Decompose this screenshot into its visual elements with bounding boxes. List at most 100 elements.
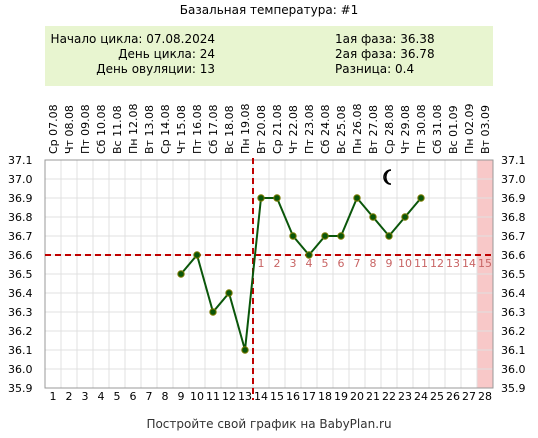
frame-layer xyxy=(44,159,494,389)
date-label: Чт 22.08 xyxy=(287,105,300,154)
x-tick-label: 25 xyxy=(430,390,444,403)
phase2-day-label: 13 xyxy=(446,257,460,270)
x-tick-label: 9 xyxy=(178,390,185,403)
temperature-point xyxy=(289,232,297,240)
y-axis-right: 35.9 36.0 36.1 36.2 36.3 36.4 36.5 36.6 36.7 36.8… xyxy=(501,154,526,395)
phase2-day-label: 11 xyxy=(414,257,428,270)
y-tick-label-left: 36.9 xyxy=(8,192,33,205)
date-label: Чт 29.08 xyxy=(399,105,412,154)
info-left-row: Начало цикла: 07.08.2024 xyxy=(50,32,215,46)
x-tick-label: 8 xyxy=(162,390,169,403)
date-label: Сб 24.08 xyxy=(319,105,332,154)
date-label: Вт 20.08 xyxy=(255,105,268,154)
phase2-labels: 1 2 3 4 5 6 7 8 9 10 11 12 13 14 15 xyxy=(258,257,493,270)
x-tick-label: 15 xyxy=(270,390,284,403)
y-tick-label-left: 36.1 xyxy=(8,344,33,357)
y-tick-label-left: 35.9 xyxy=(8,382,33,395)
y-tick-label-left: 36.4 xyxy=(8,287,33,300)
x-tick-label: 20 xyxy=(350,390,364,403)
phase2-day-label: 15 xyxy=(478,257,492,270)
date-label: Вс 01.09 xyxy=(447,105,460,154)
date-label: Пт 23.08 xyxy=(303,104,316,154)
x-tick-label: 27 xyxy=(462,390,476,403)
x-tick-label: 4 xyxy=(98,390,105,403)
temperature-point xyxy=(417,194,425,202)
y-tick-label-left: 36.8 xyxy=(8,211,33,224)
temperature-line xyxy=(180,196,422,351)
phase2-day-label: 2 xyxy=(274,257,281,270)
temperature-point xyxy=(257,194,265,202)
y-tick-label-right: 36.1 xyxy=(501,344,526,357)
date-label: Вт 03.09 xyxy=(479,105,492,154)
date-label: Вс 18.08 xyxy=(223,105,236,154)
phase2-day-label: 12 xyxy=(430,257,444,270)
y-tick-label-left: 36.2 xyxy=(8,325,33,338)
temperature-point xyxy=(193,251,201,259)
chart-title: Базальная температура: #1 xyxy=(179,3,359,17)
y-tick-label-right: 37.0 xyxy=(501,173,526,186)
x-tick-label: 13 xyxy=(238,390,252,403)
phase2-day-label: 9 xyxy=(386,257,393,270)
phase2-day-label: 14 xyxy=(462,257,476,270)
y-tick-label-left: 36.0 xyxy=(8,363,33,376)
x-tick-label: 14 xyxy=(254,390,268,403)
moon-icon xyxy=(383,169,392,185)
phase2-day-label: 10 xyxy=(398,257,412,270)
date-label: Чт 15.08 xyxy=(175,105,188,154)
cycle-info-panel: Начало цикла: 07.08.2024 День цикла: 24 Де… xyxy=(45,26,493,86)
y-tick-label-right: 36.6 xyxy=(501,249,526,262)
y-axis-left: 35.9 36.0 36.1 36.2 36.3 36.4 36.5 36.6 36.7 36.8… xyxy=(8,154,33,395)
date-axis: Ср 07.08 Чт 08.08 Пт 09.08 Сб 10.08 Вс 11.08… xyxy=(47,104,492,154)
x-tick-label: 2 xyxy=(66,390,73,403)
x-tick-label: 7 xyxy=(146,390,153,403)
y-tick-label-right: 35.9 xyxy=(501,382,526,395)
phase2-day-label: 6 xyxy=(338,257,345,270)
x-tick-label: 1 xyxy=(50,390,57,403)
y-tick-label-left: 36.5 xyxy=(8,268,33,281)
date-label: Ср 21.08 xyxy=(271,104,284,154)
y-tick-label-left: 36.6 xyxy=(8,249,33,262)
date-label: Сб 31.08 xyxy=(431,105,444,154)
temperature-point xyxy=(369,213,377,221)
temperature-point xyxy=(305,251,313,259)
temperature-point xyxy=(321,232,329,240)
y-tick-label-right: 36.8 xyxy=(501,211,526,224)
date-label: Вт 13.08 xyxy=(143,105,156,154)
series-line-layer xyxy=(180,196,422,351)
x-tick-label: 24 xyxy=(414,390,428,403)
x-tick-label: 12 xyxy=(222,390,236,403)
temperature-point xyxy=(401,213,409,221)
info-right-row: 1ая фаза: 36.38 xyxy=(335,32,435,46)
temperature-point xyxy=(353,194,361,202)
x-tick-label: 23 xyxy=(398,390,412,403)
temperature-point xyxy=(273,194,281,202)
x-tick-label: 5 xyxy=(114,390,121,403)
date-label: Пн 02.09 xyxy=(463,104,476,154)
y-tick-label-left: 36.3 xyxy=(8,306,33,319)
y-tick-label-right: 36.7 xyxy=(501,230,526,243)
date-label: Пн 12.08 xyxy=(127,104,140,154)
temperature-point xyxy=(209,308,217,316)
date-label: Вт 27.08 xyxy=(367,105,380,154)
x-tick-label: 3 xyxy=(82,390,89,403)
x-tick-label: 21 xyxy=(366,390,380,403)
date-label: Вс 25.08 xyxy=(335,105,348,154)
phase2-day-label: 5 xyxy=(322,257,329,270)
x-tick-label: 18 xyxy=(318,390,332,403)
phase2-day-label: 3 xyxy=(290,257,297,270)
x-tick-label: 28 xyxy=(478,390,492,403)
moon-layer xyxy=(383,169,392,185)
date-label: Пн 26.08 xyxy=(351,104,364,154)
temperature-point xyxy=(225,289,233,297)
temperature-point xyxy=(241,346,249,354)
phase2-day-label: 7 xyxy=(354,257,361,270)
temperature-point xyxy=(337,232,345,240)
x-tick-label: 26 xyxy=(446,390,460,403)
phase2-day-label: 4 xyxy=(306,257,313,270)
y-tick-label-left: 37.0 xyxy=(8,173,33,186)
grid-layer xyxy=(45,159,493,389)
footer-credit: Постройте свой график на BabyPlan.ru xyxy=(146,417,392,431)
x-tick-label: 16 xyxy=(286,390,300,403)
date-label: Чт 08.08 xyxy=(63,105,76,154)
